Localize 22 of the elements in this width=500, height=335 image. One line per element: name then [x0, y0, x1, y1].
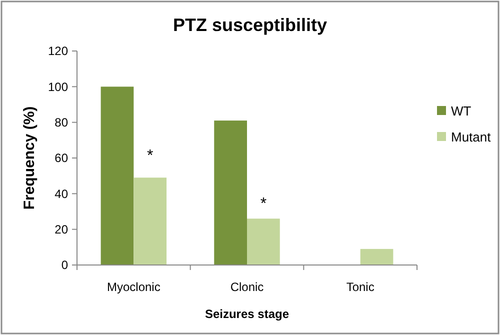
bar — [360, 248, 394, 265]
annotation: * — [146, 147, 154, 164]
y-tick-label: 0 — [61, 258, 68, 272]
legend-label: WT — [451, 104, 472, 119]
y-tick-label: 100 — [48, 80, 68, 94]
y-tick-label: 60 — [54, 151, 68, 166]
annotation: * — [260, 195, 267, 212]
x-tick-label: Tonic — [346, 280, 374, 294]
bar — [247, 218, 280, 265]
y-tick-label: 20 — [54, 222, 68, 237]
x-axis-title: Seizures stage — [204, 307, 290, 321]
y-tick-label: 120 — [48, 44, 68, 58]
bar — [214, 120, 247, 265]
bar — [134, 178, 167, 265]
bar — [100, 86, 134, 265]
x-tick-label: Clonic — [230, 280, 264, 294]
y-tick-label: 80 — [54, 116, 68, 130]
y-axis-title: Frequency (%) — [21, 106, 38, 210]
legend-label: Mutant — [451, 130, 492, 145]
y-tick-label: 40 — [54, 186, 68, 201]
chart-title: PTZ susceptibility — [172, 15, 328, 35]
x-tick-label: Myoclonic — [106, 280, 160, 294]
